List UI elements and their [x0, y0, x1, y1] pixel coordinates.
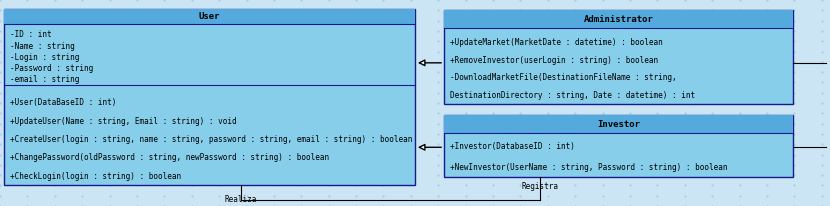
Text: +UpdateMarket(MarketDate : datetime) : boolean: +UpdateMarket(MarketDate : datetime) : b…: [450, 38, 662, 47]
Text: -DownloadMarketFile(DestinationFileName : string,: -DownloadMarketFile(DestinationFileName …: [450, 73, 676, 82]
Text: +RemoveInvestor(userLogin : string) : boolean: +RemoveInvestor(userLogin : string) : bo…: [450, 56, 658, 65]
Bar: [444, 10, 793, 104]
Text: +CheckLogin(login : string) : boolean: +CheckLogin(login : string) : boolean: [10, 172, 181, 181]
Text: +User(DataBaseID : int): +User(DataBaseID : int): [10, 98, 116, 107]
Bar: [444, 10, 793, 28]
Text: +NewInvestor(UserName : string, Password : string) : boolean: +NewInvestor(UserName : string, Password…: [450, 163, 727, 172]
Text: -Password : string: -Password : string: [10, 64, 93, 73]
Bar: [4, 9, 415, 185]
Text: Realiza: Realiza: [224, 195, 257, 204]
Bar: [444, 115, 793, 133]
Text: Administrator: Administrator: [583, 15, 653, 24]
Bar: [444, 115, 793, 177]
Text: +Investor(DatabaseID : int): +Investor(DatabaseID : int): [450, 142, 574, 151]
Text: Registra: Registra: [521, 182, 558, 191]
Text: +UpdateUser(Name : string, Email : string) : void: +UpdateUser(Name : string, Email : strin…: [10, 117, 237, 125]
Text: +ChangePassword(oldPassword : string, newPassword : string) : boolean: +ChangePassword(oldPassword : string, ne…: [10, 153, 329, 162]
Text: User: User: [199, 12, 220, 21]
Text: -email : string: -email : string: [10, 75, 80, 84]
Text: -ID : int: -ID : int: [10, 30, 51, 39]
Text: -Name : string: -Name : string: [10, 42, 75, 50]
Text: -Login : string: -Login : string: [10, 53, 80, 62]
Text: Investor: Investor: [597, 120, 640, 129]
Text: DestinationDirectory : string, Date : datetime) : int: DestinationDirectory : string, Date : da…: [450, 91, 695, 100]
Text: +CreateUser(login : string, name : string, password : string, email : string) : : +CreateUser(login : string, name : strin…: [10, 135, 413, 144]
Bar: [4, 9, 415, 24]
